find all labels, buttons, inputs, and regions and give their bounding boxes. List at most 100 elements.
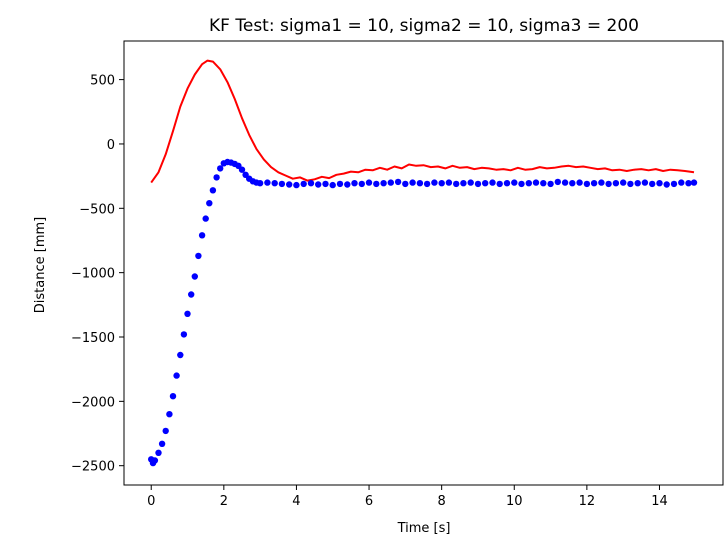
series-point-1	[155, 449, 162, 456]
series-point-1	[380, 180, 387, 187]
series-point-1	[482, 180, 489, 187]
series-point-1	[351, 180, 358, 187]
series-point-1	[286, 181, 293, 188]
series-point-1	[598, 179, 605, 186]
series-point-1	[322, 180, 329, 188]
series-point-1	[264, 179, 271, 186]
series-point-1	[690, 179, 698, 186]
series-point-1	[467, 179, 474, 186]
y-tick-label: 0	[107, 138, 115, 153]
series-point-1	[590, 180, 598, 187]
series-point-1	[423, 180, 431, 188]
series-point-1	[634, 180, 641, 187]
series-point-1	[583, 180, 591, 188]
y-tick-label: −1000	[71, 267, 115, 282]
series-point-1	[445, 179, 453, 186]
series-point-1	[409, 179, 416, 186]
series-point-1	[166, 411, 173, 418]
series-point-1	[678, 179, 685, 186]
series-point-1	[195, 252, 202, 260]
series-point-1	[605, 180, 612, 188]
series-point-1	[158, 440, 166, 447]
series-point-1	[554, 178, 561, 186]
series-point-1	[358, 180, 365, 188]
series-point-1	[238, 166, 246, 173]
series-point-1	[460, 180, 467, 187]
series-point-1	[561, 179, 569, 186]
y-tick-label: −2500	[71, 460, 115, 475]
series-layer	[148, 59, 698, 467]
y-tick-label: 500	[90, 74, 115, 89]
series-point-1	[217, 165, 224, 172]
y-tick-label: −1500	[71, 331, 115, 346]
series-point-1	[547, 180, 554, 188]
x-axis-ticks: 0 2 4 6 8 10 12 14	[147, 485, 668, 509]
series-point-1	[532, 179, 540, 186]
series-point-1	[627, 180, 634, 188]
series-point-1	[373, 180, 380, 188]
series-point-1	[670, 180, 678, 188]
x-tick-label: 4	[292, 494, 300, 509]
series-point-1	[191, 273, 198, 280]
x-tick-label: 8	[438, 494, 446, 509]
series-point-1	[656, 180, 663, 187]
series-point-1	[503, 180, 511, 187]
y-tick-label: −500	[79, 202, 115, 217]
series-point-1	[431, 179, 438, 186]
series-point-1	[612, 180, 620, 187]
series-point-1	[198, 232, 206, 239]
plot-frame	[123, 40, 724, 486]
series-point-1	[300, 180, 307, 188]
series-point-1	[344, 181, 351, 188]
series-point-1	[173, 372, 180, 379]
series-point-1	[278, 180, 286, 188]
series-point-1	[206, 200, 213, 207]
series-point-1	[365, 179, 373, 186]
series-point-1	[169, 393, 177, 400]
series-point-1	[663, 181, 670, 188]
series-point-1	[213, 174, 220, 181]
x-tick-label: 0	[147, 494, 155, 509]
series-point-1	[518, 180, 525, 188]
series-point-1	[525, 180, 532, 187]
series-point-1	[209, 187, 217, 194]
series-point-1	[184, 310, 191, 317]
series-point-1	[540, 180, 547, 187]
series-line-0	[150, 59, 695, 184]
series-point-1	[641, 179, 649, 186]
series-point-1	[685, 180, 692, 187]
x-axis-label: Time [s]	[397, 521, 451, 536]
series-point-1	[293, 181, 300, 189]
series-point-1	[496, 180, 503, 188]
series-point-1	[620, 179, 627, 186]
x-tick-label: 14	[651, 494, 668, 509]
series-point-1	[569, 180, 576, 187]
x-tick-label: 6	[365, 494, 373, 509]
series-point-1	[315, 181, 322, 188]
series-point-1	[511, 179, 518, 186]
x-tick-label: 10	[506, 494, 523, 509]
series-point-1	[474, 180, 482, 188]
chart-title: KF Test: sigma1 = 10, sigma2 = 10, sigma…	[209, 16, 639, 36]
series-point-1	[489, 179, 496, 186]
series-point-1	[177, 351, 184, 359]
x-tick-label: 12	[579, 494, 596, 509]
series-point-1	[329, 181, 336, 189]
series-point-1	[416, 180, 424, 187]
series-point-1	[180, 331, 188, 338]
series-point-1	[188, 291, 195, 298]
series-point-1	[453, 180, 460, 188]
series-point-1	[307, 180, 315, 187]
series-point-1	[387, 179, 394, 186]
series-point-1	[162, 427, 169, 435]
series-point-1	[649, 180, 656, 188]
series-point-1	[202, 215, 209, 222]
series-point-1	[271, 180, 278, 187]
y-tick-label: −2000	[71, 395, 115, 410]
x-tick-label: 2	[220, 494, 228, 509]
series-point-1	[438, 180, 445, 187]
series-point-1	[151, 457, 159, 464]
series-point-1	[256, 180, 264, 187]
series-point-1	[576, 179, 583, 186]
